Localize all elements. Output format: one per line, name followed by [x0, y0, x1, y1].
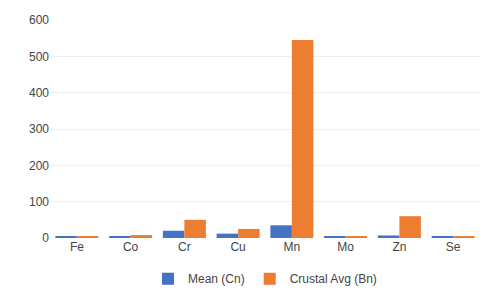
svg-text:Mo: Mo: [337, 240, 354, 254]
svg-text:Co: Co: [123, 240, 139, 254]
svg-text:Mn: Mn: [284, 240, 301, 254]
svg-text:Mean (Cn): Mean (Cn): [188, 272, 245, 286]
svg-text:100: 100: [29, 195, 49, 209]
svg-text:Se: Se: [446, 240, 461, 254]
svg-text:0: 0: [42, 231, 49, 245]
svg-text:Fe: Fe: [70, 240, 84, 254]
svg-text:Crustal Avg (Bn): Crustal Avg (Bn): [290, 272, 377, 286]
svg-text:200: 200: [29, 159, 49, 173]
svg-text:500: 500: [29, 50, 49, 64]
svg-text:Cu: Cu: [230, 240, 245, 254]
svg-text:400: 400: [29, 86, 49, 100]
svg-text:Cr: Cr: [178, 240, 191, 254]
svg-text:300: 300: [29, 122, 49, 136]
svg-text:600: 600: [29, 13, 49, 27]
svg-text:Zn: Zn: [392, 240, 406, 254]
